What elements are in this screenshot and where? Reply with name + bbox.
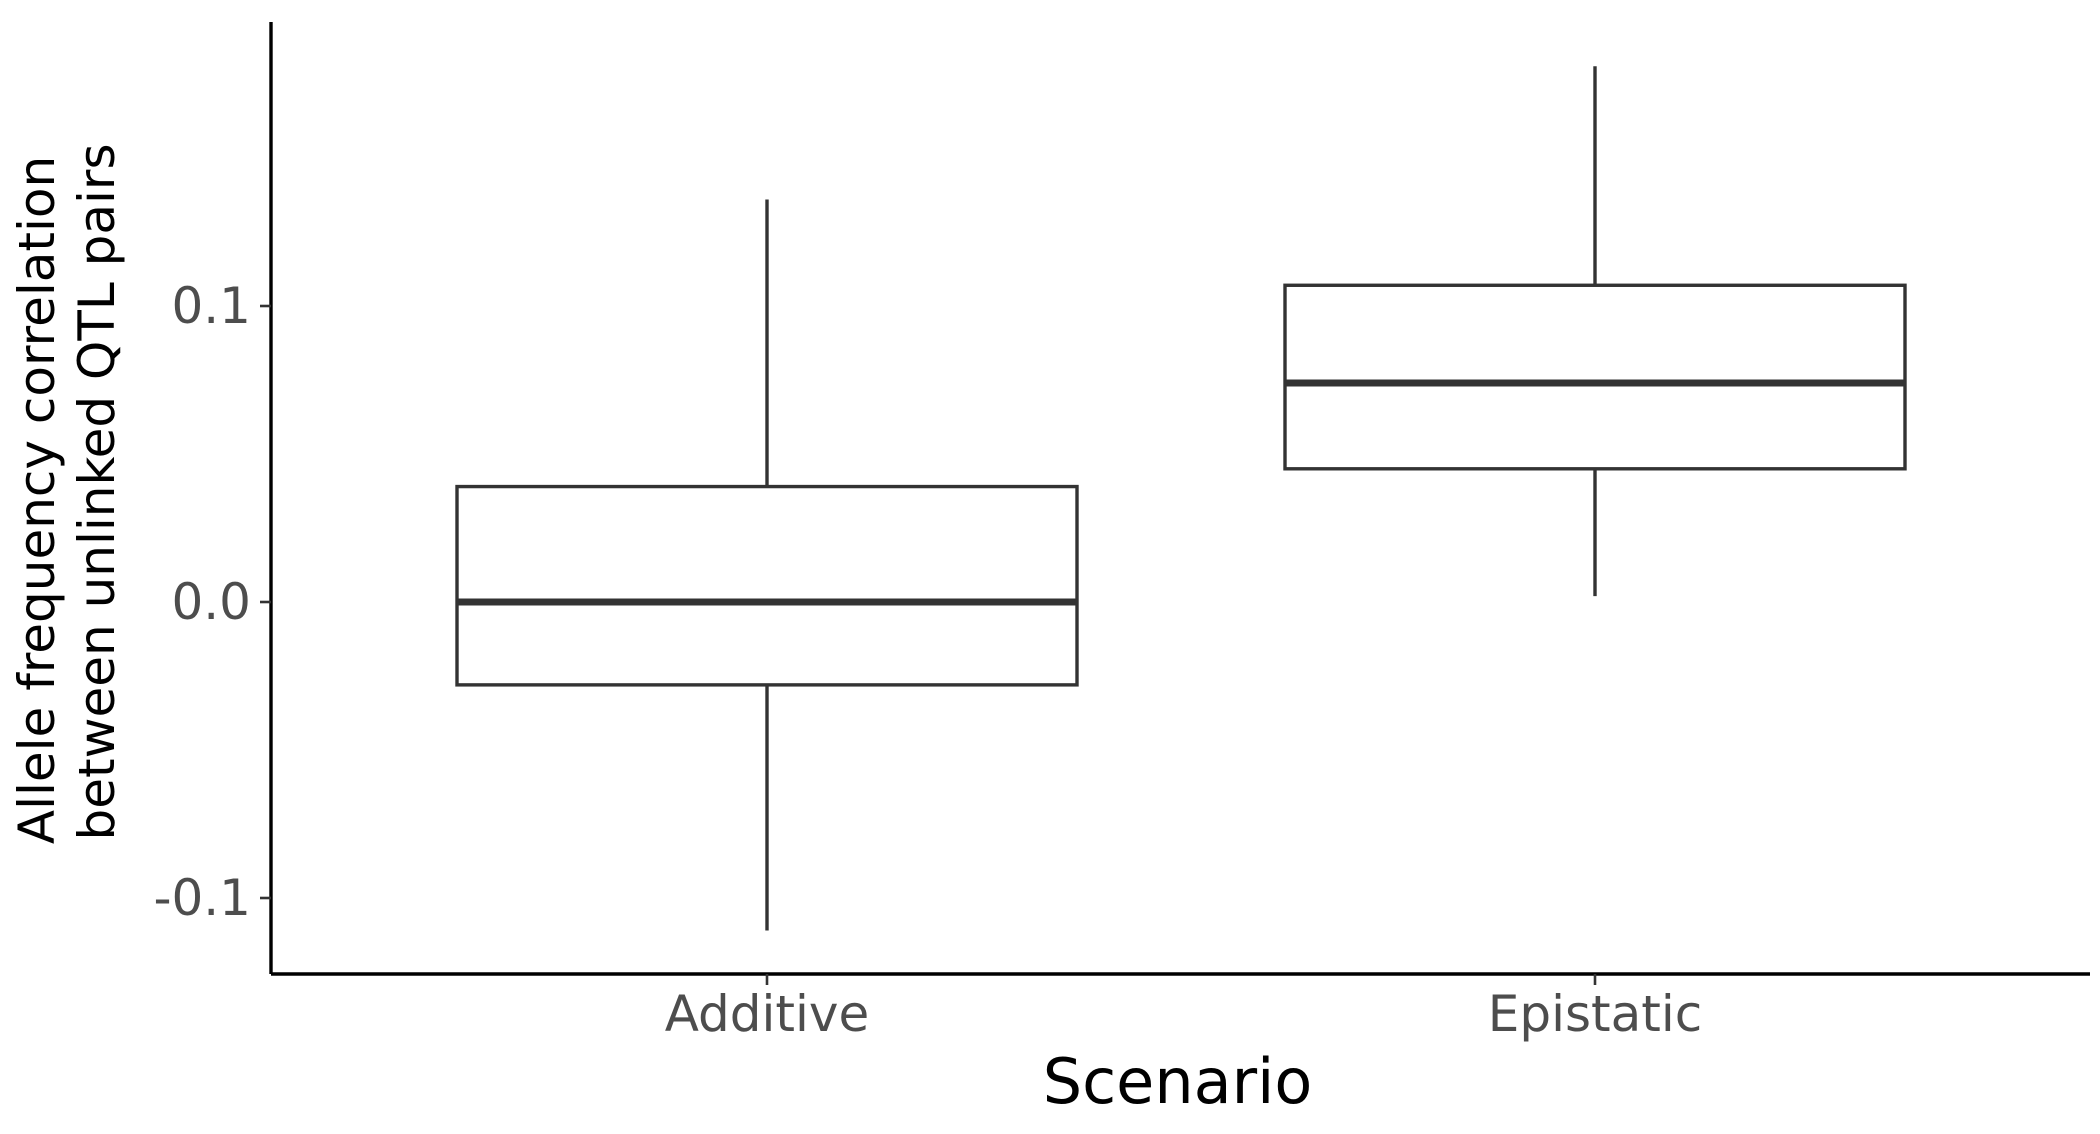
y-tick-label: 0.1 <box>171 277 251 335</box>
y-tick-label: -0.1 <box>153 869 251 927</box>
x-axis-title: Scenario <box>1043 1045 1313 1118</box>
x-tick-label: Epistatic <box>1488 985 1703 1043</box>
y-tick-label: 0.0 <box>171 573 251 631</box>
y-axis-title: Allele frequency correlation between unl… <box>8 140 126 844</box>
box-additive <box>455 199 1079 931</box>
plot-area <box>455 66 1907 931</box>
box-epistatic <box>1283 66 1907 597</box>
interquartile-box <box>455 484 1079 687</box>
y-axis-title-line-1: Allele frequency correlation <box>8 156 66 844</box>
interquartile-box <box>1283 283 1907 471</box>
y-axis-title-line-2: between unlinked QTL pairs <box>68 143 126 840</box>
axis-ticks: -0.1 0.0 0.1 Additive Epistatic <box>153 277 1702 1043</box>
x-tick-label: Additive <box>665 985 870 1043</box>
axes <box>269 22 2090 976</box>
